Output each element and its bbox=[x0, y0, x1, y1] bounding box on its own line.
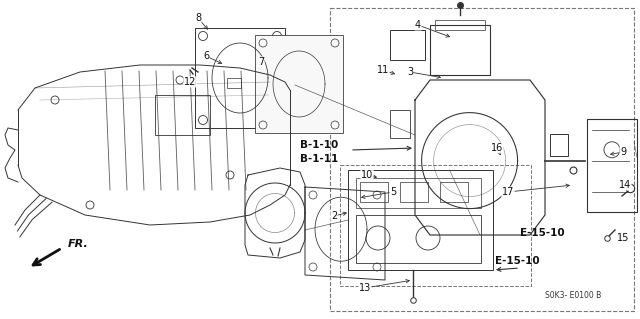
Bar bbox=[348, 170, 493, 270]
Bar bbox=[390, 30, 425, 60]
Bar bbox=[356, 178, 481, 208]
Text: E-15-10: E-15-10 bbox=[495, 256, 540, 266]
Bar bbox=[430, 25, 490, 75]
Text: 15: 15 bbox=[617, 233, 629, 243]
Text: 8: 8 bbox=[195, 13, 201, 23]
Bar bbox=[360, 182, 388, 202]
Bar bbox=[400, 182, 428, 202]
Bar bbox=[550, 134, 568, 156]
Text: 9: 9 bbox=[620, 147, 626, 157]
Bar bbox=[435, 20, 485, 30]
Bar bbox=[587, 119, 637, 212]
Bar bbox=[227, 78, 241, 88]
Text: E-15-10: E-15-10 bbox=[520, 228, 564, 238]
Bar bbox=[390, 110, 410, 138]
Text: B-1-11: B-1-11 bbox=[300, 154, 339, 164]
Bar bbox=[195, 28, 285, 128]
Text: 6: 6 bbox=[203, 51, 209, 61]
Text: 3: 3 bbox=[407, 67, 413, 77]
Text: 17: 17 bbox=[502, 187, 514, 197]
Text: 14: 14 bbox=[619, 180, 631, 190]
Text: FR.: FR. bbox=[68, 239, 89, 249]
Text: 12: 12 bbox=[184, 77, 196, 87]
Text: 16: 16 bbox=[491, 143, 503, 153]
Text: 5: 5 bbox=[390, 187, 396, 197]
Bar bbox=[440, 182, 468, 202]
Bar bbox=[255, 35, 343, 133]
Text: B-1-10: B-1-10 bbox=[300, 140, 339, 150]
Text: 7: 7 bbox=[258, 57, 264, 67]
Bar bbox=[330, 8, 634, 311]
Text: S0K3- E0100 B: S0K3- E0100 B bbox=[545, 291, 601, 300]
Text: 2: 2 bbox=[331, 211, 337, 221]
Text: 10: 10 bbox=[361, 170, 373, 180]
Bar bbox=[340, 165, 531, 286]
Text: 11: 11 bbox=[377, 65, 389, 75]
Text: 13: 13 bbox=[359, 283, 371, 293]
Bar bbox=[155, 95, 210, 135]
Text: 4: 4 bbox=[415, 20, 421, 30]
Bar bbox=[356, 215, 481, 263]
